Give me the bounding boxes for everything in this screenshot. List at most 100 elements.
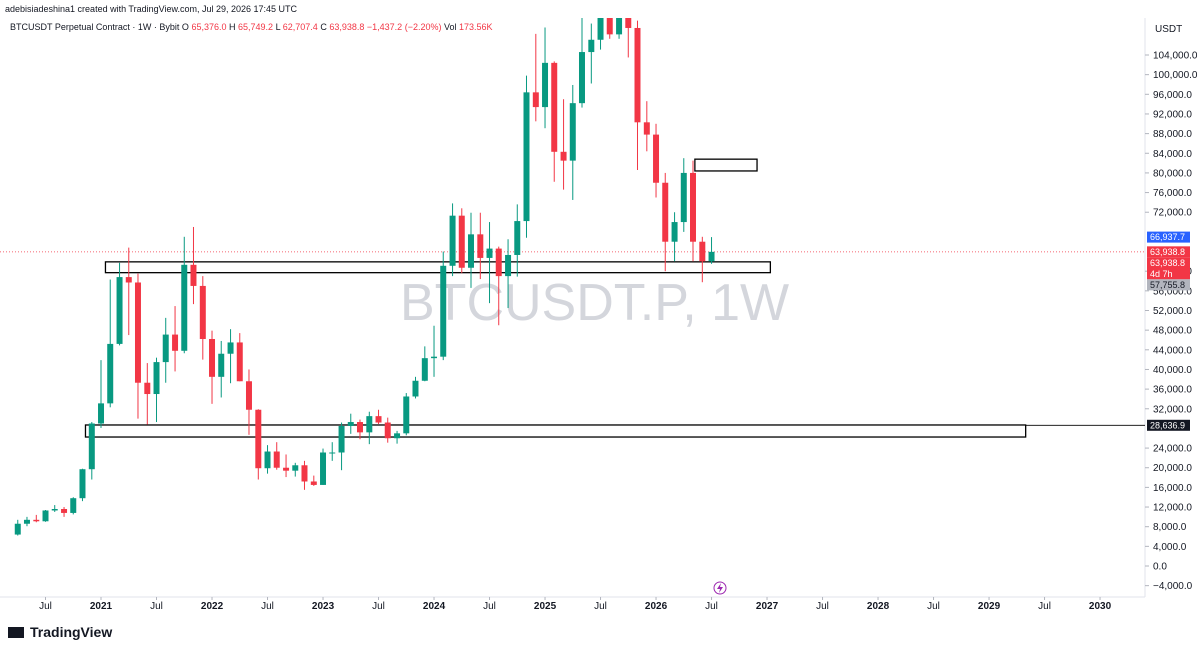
legend-key: Vol [444, 22, 457, 32]
x-tick-label: Jul [816, 601, 829, 612]
candle-body [172, 334, 179, 351]
candle-body [79, 469, 86, 499]
candle-body [42, 510, 49, 522]
watermark: BTCUSDT.P, 1W [400, 274, 789, 332]
x-tick-label: 2028 [867, 601, 890, 612]
candle-body [264, 451, 271, 469]
candle-body [255, 409, 262, 469]
candle-body [51, 509, 58, 511]
candle-body [588, 39, 595, 53]
legend-key: L [276, 22, 281, 32]
candle-body [597, 18, 604, 40]
price-label: 28,636.9 [1150, 420, 1185, 430]
candle-body [125, 277, 132, 283]
price-label: 57,755.8 [1150, 280, 1185, 290]
x-tick-label: 2025 [534, 601, 557, 612]
candle-body [616, 18, 623, 35]
y-tick-label: 80,000.0 [1153, 168, 1192, 179]
candle-body [292, 465, 299, 471]
x-tick-label: Jul [261, 601, 274, 612]
candle-body [532, 92, 539, 108]
candle-body [116, 277, 123, 344]
candle-body [23, 519, 30, 524]
candle-body [134, 282, 141, 383]
candle-body [190, 264, 197, 286]
x-tick-label: 2030 [1089, 601, 1112, 612]
event-icon[interactable] [713, 581, 727, 595]
candle-body [209, 338, 216, 377]
x-tick-label: Jul [1038, 601, 1051, 612]
price-label-box [1147, 279, 1190, 291]
candle-body [301, 465, 308, 482]
candle-body [14, 523, 21, 535]
x-tick-label: 2023 [312, 601, 335, 612]
y-tick-label: 32,000.0 [1153, 404, 1192, 415]
candle-body [523, 92, 530, 222]
currency-label: USDT [1155, 24, 1182, 35]
candle-body [356, 422, 363, 433]
candle-body [412, 380, 419, 397]
candle-body [680, 172, 687, 223]
candle-body [347, 422, 354, 426]
candle-body [273, 451, 280, 468]
legend-value: 65,376.0 [191, 22, 226, 32]
candle-body [699, 241, 706, 262]
y-tick-label: 92,000.0 [1153, 109, 1192, 120]
legend-symbol: BTCUSDT Perpetual Contract · 1W · Bybit [10, 22, 180, 32]
y-tick-label: 16,000.0 [1153, 483, 1192, 494]
y-tick-label: 72,000.0 [1153, 208, 1192, 219]
x-tick-label: 2029 [978, 601, 1001, 612]
countdown: 4d 7h [1150, 269, 1173, 279]
y-tick-label: 44,000.0 [1153, 345, 1192, 356]
candle-body [394, 433, 401, 439]
y-tick-label: 88,000.0 [1153, 129, 1192, 140]
x-tick-label: 2026 [645, 601, 668, 612]
y-tick-label: 20,000.0 [1153, 463, 1192, 474]
y-tick-label: 12,000.0 [1153, 503, 1192, 514]
candle-body [181, 264, 188, 351]
y-tick-label: 36,000.0 [1153, 385, 1192, 396]
legend: BTCUSDT Perpetual Contract · 1W · Bybit … [10, 22, 493, 32]
candle-body [662, 182, 669, 242]
candle-body [144, 382, 151, 395]
legend-key: H [229, 22, 236, 32]
price-label: 63,938.8 [1150, 247, 1185, 257]
x-tick-label: Jul [705, 601, 718, 612]
y-tick-label: 56,000.0 [1153, 286, 1192, 297]
candle-body [153, 362, 160, 395]
candle-body [162, 334, 169, 363]
candle-body [33, 519, 40, 522]
candle-body [70, 498, 77, 513]
x-tick-label: Jul [927, 601, 940, 612]
candle-body [708, 251, 715, 262]
credit: adebisiadeshina1 created with TradingVie… [5, 4, 298, 14]
candle-body [61, 509, 68, 513]
candle-body [366, 416, 373, 433]
candle-body [320, 452, 327, 485]
candle-body [199, 285, 206, 339]
candle-body [384, 422, 391, 439]
candle-body [329, 452, 336, 454]
candle-body [218, 353, 225, 377]
x-tick-label: 2024 [423, 601, 446, 612]
candle-body [458, 215, 465, 268]
legend-change: −1,437.2 (−2.20%) [367, 22, 442, 32]
candle-body [578, 52, 585, 104]
candle-body [634, 27, 641, 123]
legend-value: 62,707.4 [283, 22, 318, 32]
x-tick-label: Jul [594, 601, 607, 612]
price-label: 63,938.8 [1150, 258, 1185, 268]
candle-body [477, 234, 484, 258]
y-tick-label: 48,000.0 [1153, 326, 1192, 337]
price-label-box [1147, 246, 1190, 258]
plot [0, 18, 1145, 536]
candle-body [88, 423, 95, 470]
x-tick-label: 2022 [201, 601, 224, 612]
price-label-box [1147, 419, 1190, 431]
y-tick-label: 52,000.0 [1153, 306, 1192, 317]
event-icon-bolt [717, 583, 723, 593]
candle-body [449, 215, 456, 266]
legend-key: O [182, 22, 189, 32]
y-tick-label: 104,000.0 [1153, 50, 1198, 61]
y-tick-label: 40,000.0 [1153, 365, 1192, 376]
